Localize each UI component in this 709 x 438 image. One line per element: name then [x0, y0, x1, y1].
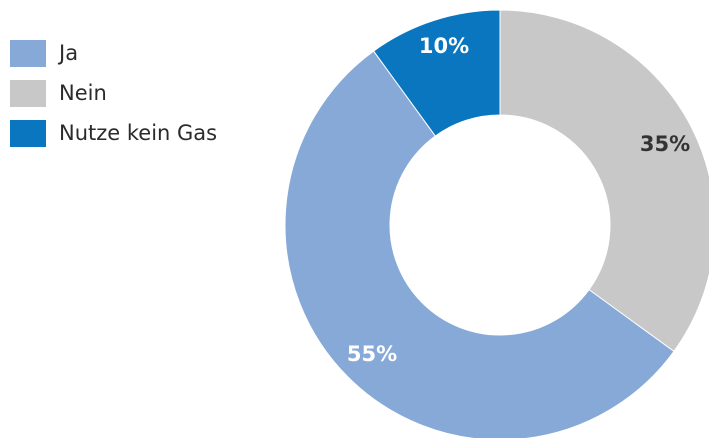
slice-nein: [499, 9, 709, 353]
legend-swatch-ja: [10, 40, 46, 67]
legend-item-nein: Nein: [10, 80, 217, 107]
chart-legend: Ja Nein Nutze kein Gas: [10, 40, 217, 160]
legend-label-nein: Nein: [59, 81, 107, 105]
legend-swatch-nutze-kein-gas: [10, 120, 46, 147]
legend-label-ja: Ja: [59, 41, 79, 65]
slice-label-nutze-kein-gas: 10%: [419, 34, 469, 58]
slice-nutze-kein-gas: [372, 9, 501, 137]
slice-label-nein: 35%: [640, 132, 690, 156]
legend-label-nutze-kein-gas: Nutze kein Gas: [59, 121, 218, 145]
legend-item-ja: Ja: [10, 40, 217, 67]
legend-item-nutze-kein-gas: Nutze kein Gas: [10, 120, 217, 147]
legend-swatch-nein: [10, 80, 46, 107]
slice-label-ja: 55%: [347, 342, 397, 366]
slice-ja: [284, 50, 675, 438]
